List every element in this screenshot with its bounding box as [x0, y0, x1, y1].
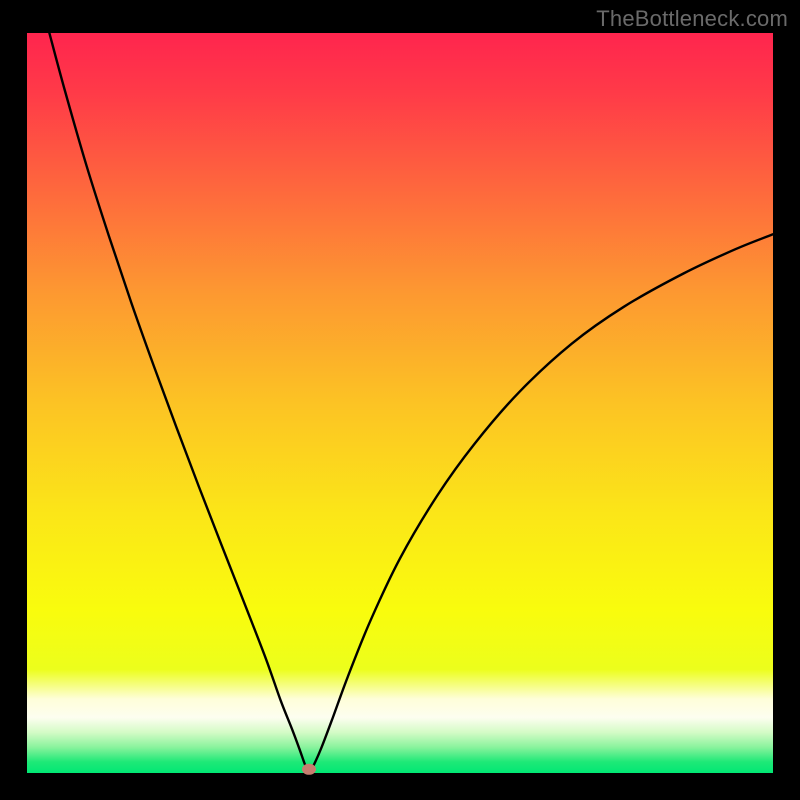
curve-right-branch — [310, 234, 773, 770]
bottleneck-curve — [27, 33, 773, 773]
plot-area — [27, 33, 773, 773]
watermark-text: TheBottleneck.com — [596, 6, 788, 32]
curve-left-branch — [49, 33, 307, 770]
chart-container: TheBottleneck.com — [0, 0, 800, 800]
minimum-marker — [302, 764, 316, 775]
